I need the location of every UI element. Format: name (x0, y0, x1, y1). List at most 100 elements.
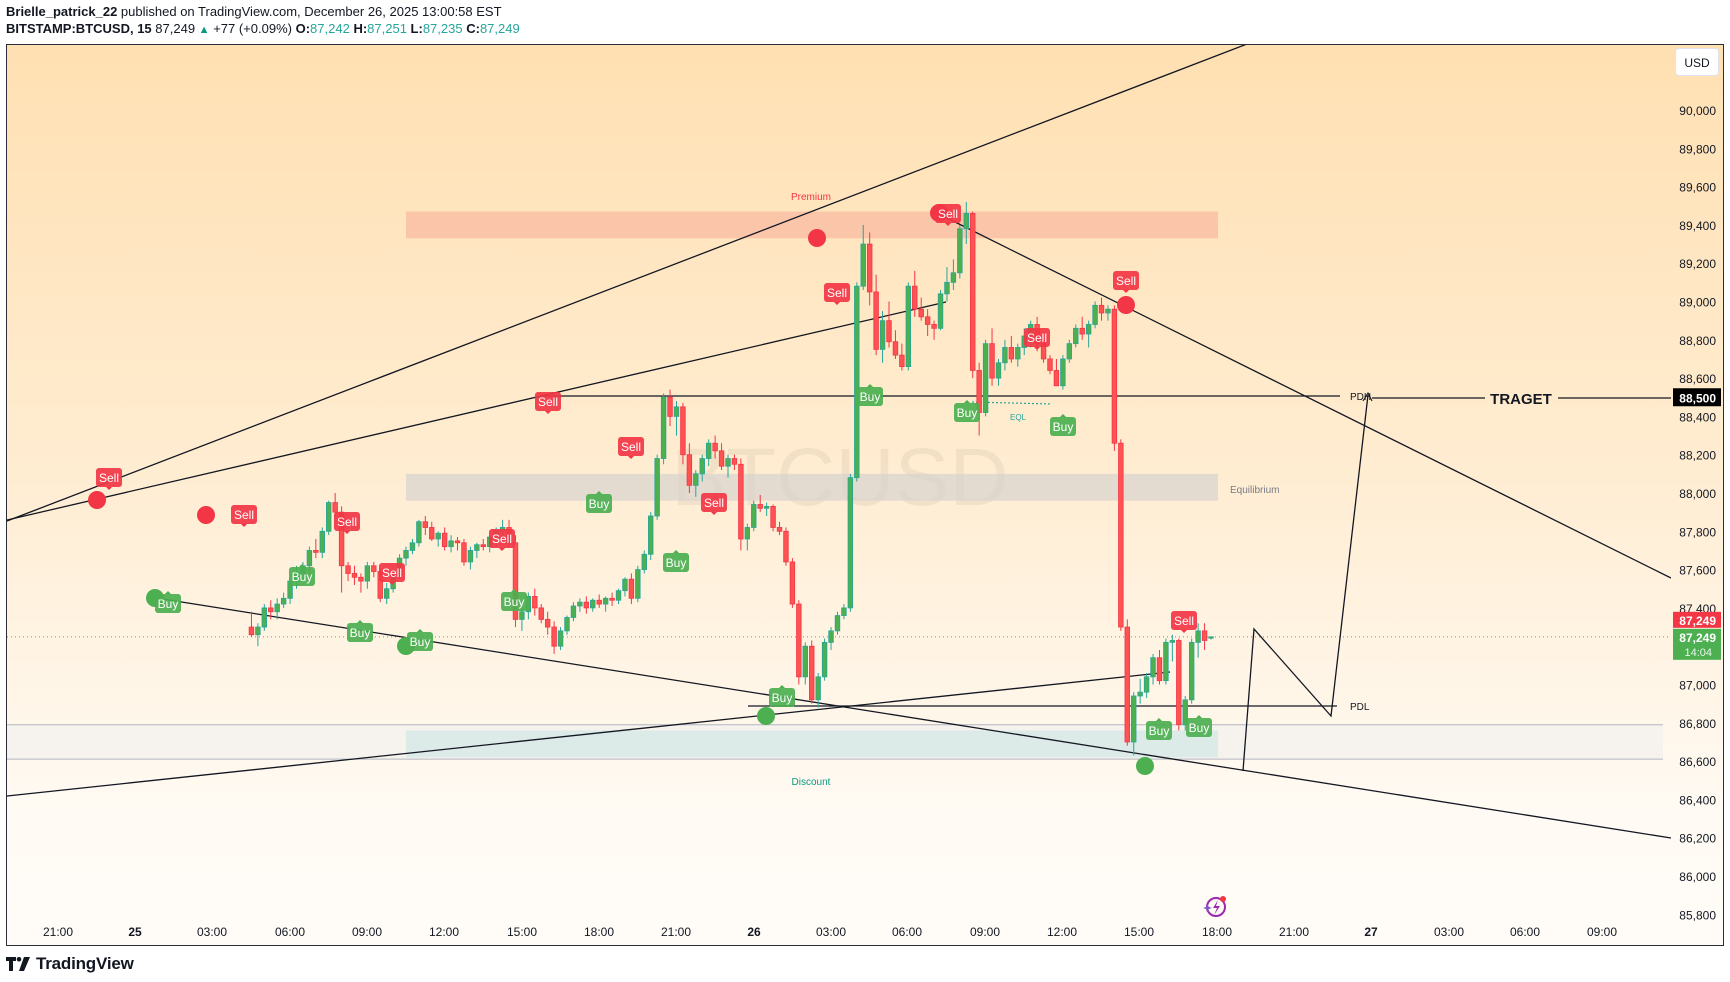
svg-text:Sell: Sell (1027, 331, 1047, 345)
buy-signal-label[interactable]: Buy (155, 591, 181, 613)
time-axis[interactable]: 21:00 25 03:00 06:00 09:00 12:00 15:00 18:00 21:… (43, 925, 1617, 939)
svg-text:Buy: Buy (772, 691, 793, 705)
price-tick: 89,000 (1679, 296, 1716, 310)
buy-signal-label[interactable]: Buy (347, 620, 373, 642)
low-label: L: (410, 21, 423, 36)
time-tick: 26 (747, 925, 761, 939)
open-value: 87,242 (310, 21, 350, 36)
buy-signal-label[interactable]: Buy (407, 629, 433, 651)
target-label: TRAGET (1490, 391, 1552, 408)
sell-signal-label[interactable]: Sell (701, 493, 727, 515)
svg-text:Buy: Buy (666, 556, 687, 570)
sell-signal-label[interactable]: Sell (1171, 611, 1197, 633)
sell-signal-label[interactable]: Sell (379, 563, 405, 585)
sell-signal-label[interactable]: Sell (618, 437, 644, 459)
publish-info: Brielle_patrick_22 published on TradingV… (6, 4, 502, 20)
price-tick: 86,400 (1679, 793, 1716, 807)
buy-signal-label[interactable]: Buy (857, 384, 883, 406)
swing-high-dot[interactable] (197, 506, 215, 524)
time-tick: 03:00 (816, 925, 846, 939)
svg-text:Sell: Sell (337, 515, 357, 529)
sell-signal-label[interactable]: Sell (824, 283, 850, 305)
sell-signal-label[interactable]: Sell (1113, 271, 1139, 293)
buy-signal-label[interactable]: Buy (954, 400, 980, 422)
buy-signal-label[interactable]: Buy (769, 685, 795, 707)
price-tick: 87,800 (1679, 525, 1716, 539)
currency-button[interactable]: USD (1675, 48, 1719, 76)
last-price: 87,249 (155, 21, 196, 36)
time-tick: 12:00 (429, 925, 459, 939)
buy-signal-label[interactable]: Buy (501, 589, 527, 611)
pdh-label: PDH (1350, 392, 1371, 403)
time-tick: 06:00 (892, 925, 922, 939)
swing-high-dot[interactable] (88, 491, 106, 509)
svg-text:Buy: Buy (410, 635, 431, 649)
buy-signal-label[interactable]: Buy (1146, 718, 1172, 740)
price-axis[interactable]: 90,000 89,800 89,600 89,400 89,200 89,000 88,8… (1673, 104, 1721, 922)
swing-high-dot[interactable] (1117, 296, 1135, 314)
price-change: +77 (+0.09%) (213, 21, 292, 36)
sell-signal-label[interactable]: Sell (935, 204, 961, 226)
price-tick: 88,400 (1679, 410, 1716, 424)
projection-path[interactable] (1242, 394, 1369, 772)
publisher-name[interactable]: Brielle_patrick_22 (6, 4, 118, 19)
svg-text:Buy: Buy (158, 597, 179, 611)
price-tick: 86,200 (1679, 832, 1716, 846)
svg-text:Sell: Sell (621, 440, 641, 454)
buy-signal-label[interactable]: Buy (586, 491, 612, 513)
svg-text:Buy: Buy (1149, 724, 1170, 738)
equilibrium-zone[interactable] (406, 473, 1218, 501)
swing-low-dot[interactable] (1136, 757, 1154, 775)
svg-text:Sell: Sell (234, 508, 254, 522)
descending-support-line[interactable] (149, 596, 1671, 839)
up-arrow-icon: ▲ (198, 24, 210, 36)
price-tick: 88,200 (1679, 449, 1716, 463)
time-tick: 18:00 (584, 925, 614, 939)
svg-text:Sell: Sell (704, 496, 724, 510)
rising-resistance-line[interactable] (7, 301, 947, 521)
rising-support-line[interactable] (7, 671, 1171, 797)
symbol-name[interactable]: BITSTAMP:BTCUSD, 15 (6, 21, 152, 36)
descending-resistance-line[interactable] (944, 216, 1671, 579)
svg-text:Buy: Buy (292, 570, 313, 584)
time-tick: 21:00 (43, 925, 73, 939)
svg-text:Buy: Buy (860, 390, 881, 404)
sell-signal-label[interactable]: Sell (334, 512, 360, 534)
close-label: C: (466, 21, 480, 36)
sell-signal-label[interactable]: Sell (535, 392, 561, 414)
bar-countdown: 14:04 (1684, 647, 1712, 659)
svg-text:Sell: Sell (1174, 614, 1194, 628)
price-tick: 85,800 (1679, 908, 1716, 922)
buy-signal-label[interactable]: Buy (289, 564, 315, 586)
time-tick: 03:00 (1434, 925, 1464, 939)
swing-high-dot[interactable] (808, 229, 826, 247)
sell-signal-label[interactable]: Sell (96, 468, 122, 490)
ascending-channel-top[interactable] (7, 44, 1247, 522)
swing-low-dot[interactable] (757, 707, 775, 725)
price-tick: 89,600 (1679, 181, 1716, 195)
svg-text:Buy: Buy (1189, 721, 1210, 735)
time-tick: 18:00 (1202, 925, 1232, 939)
price-tick: 87,000 (1679, 679, 1716, 693)
time-tick: 12:00 (1047, 925, 1077, 939)
svg-text:Sell: Sell (1116, 274, 1136, 288)
symbol-legend: BITSTAMP:BTCUSD, 15 87,249 ▲ +77 (+0.09%… (6, 21, 520, 38)
lightning-replay-icon[interactable] (1203, 896, 1226, 917)
price-tick: 86,600 (1679, 755, 1716, 769)
high-value: 87,251 (367, 21, 407, 36)
buy-signal-label[interactable]: Buy (1186, 715, 1212, 737)
sell-signal-label[interactable]: Sell (231, 505, 257, 527)
buy-signal-label[interactable]: Buy (1050, 414, 1076, 436)
sell-signal-label[interactable]: Sell (1024, 328, 1050, 350)
price-tick: 90,000 (1679, 104, 1716, 118)
time-tick: 15:00 (1124, 925, 1154, 939)
time-tick: 09:00 (1587, 925, 1617, 939)
tradingview-logo[interactable]: TradingView (6, 954, 134, 974)
price-tick: 88,800 (1679, 334, 1716, 348)
svg-text:Sell: Sell (538, 395, 558, 409)
buy-signal-label[interactable]: Buy (663, 550, 689, 572)
sell-signal-label[interactable]: Sell (489, 529, 515, 551)
discount-label: Discount (792, 777, 831, 788)
svg-text:Buy: Buy (504, 595, 525, 609)
